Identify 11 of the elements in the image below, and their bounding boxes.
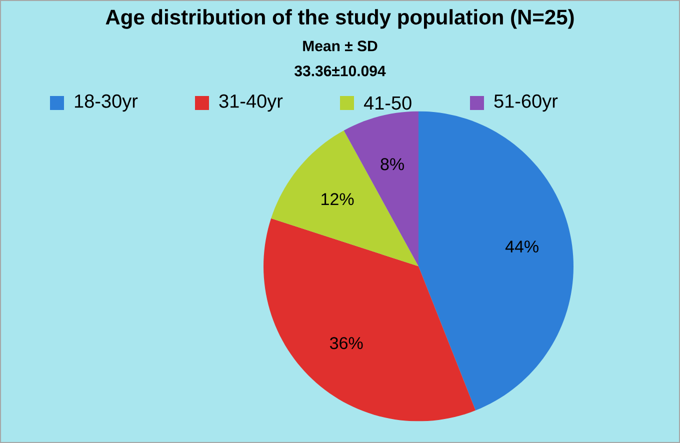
legend-label: 41-50 [364,96,412,110]
chart-title: Age distribution of the study population (N=25) [106,9,574,29]
legend-label: 31-40yr [219,94,283,112]
legend-label: 18-30yr [74,94,138,112]
legend-label: 51-60yr [494,94,558,112]
data-label: 36% [330,337,363,350]
data-label: 8% [380,158,404,170]
text: 33.36±10.094 [294,66,386,76]
data-label: 12% [322,193,354,206]
chart-subtitle: Mean ± SD [303,40,378,52]
data-label: 44% [505,240,538,252]
